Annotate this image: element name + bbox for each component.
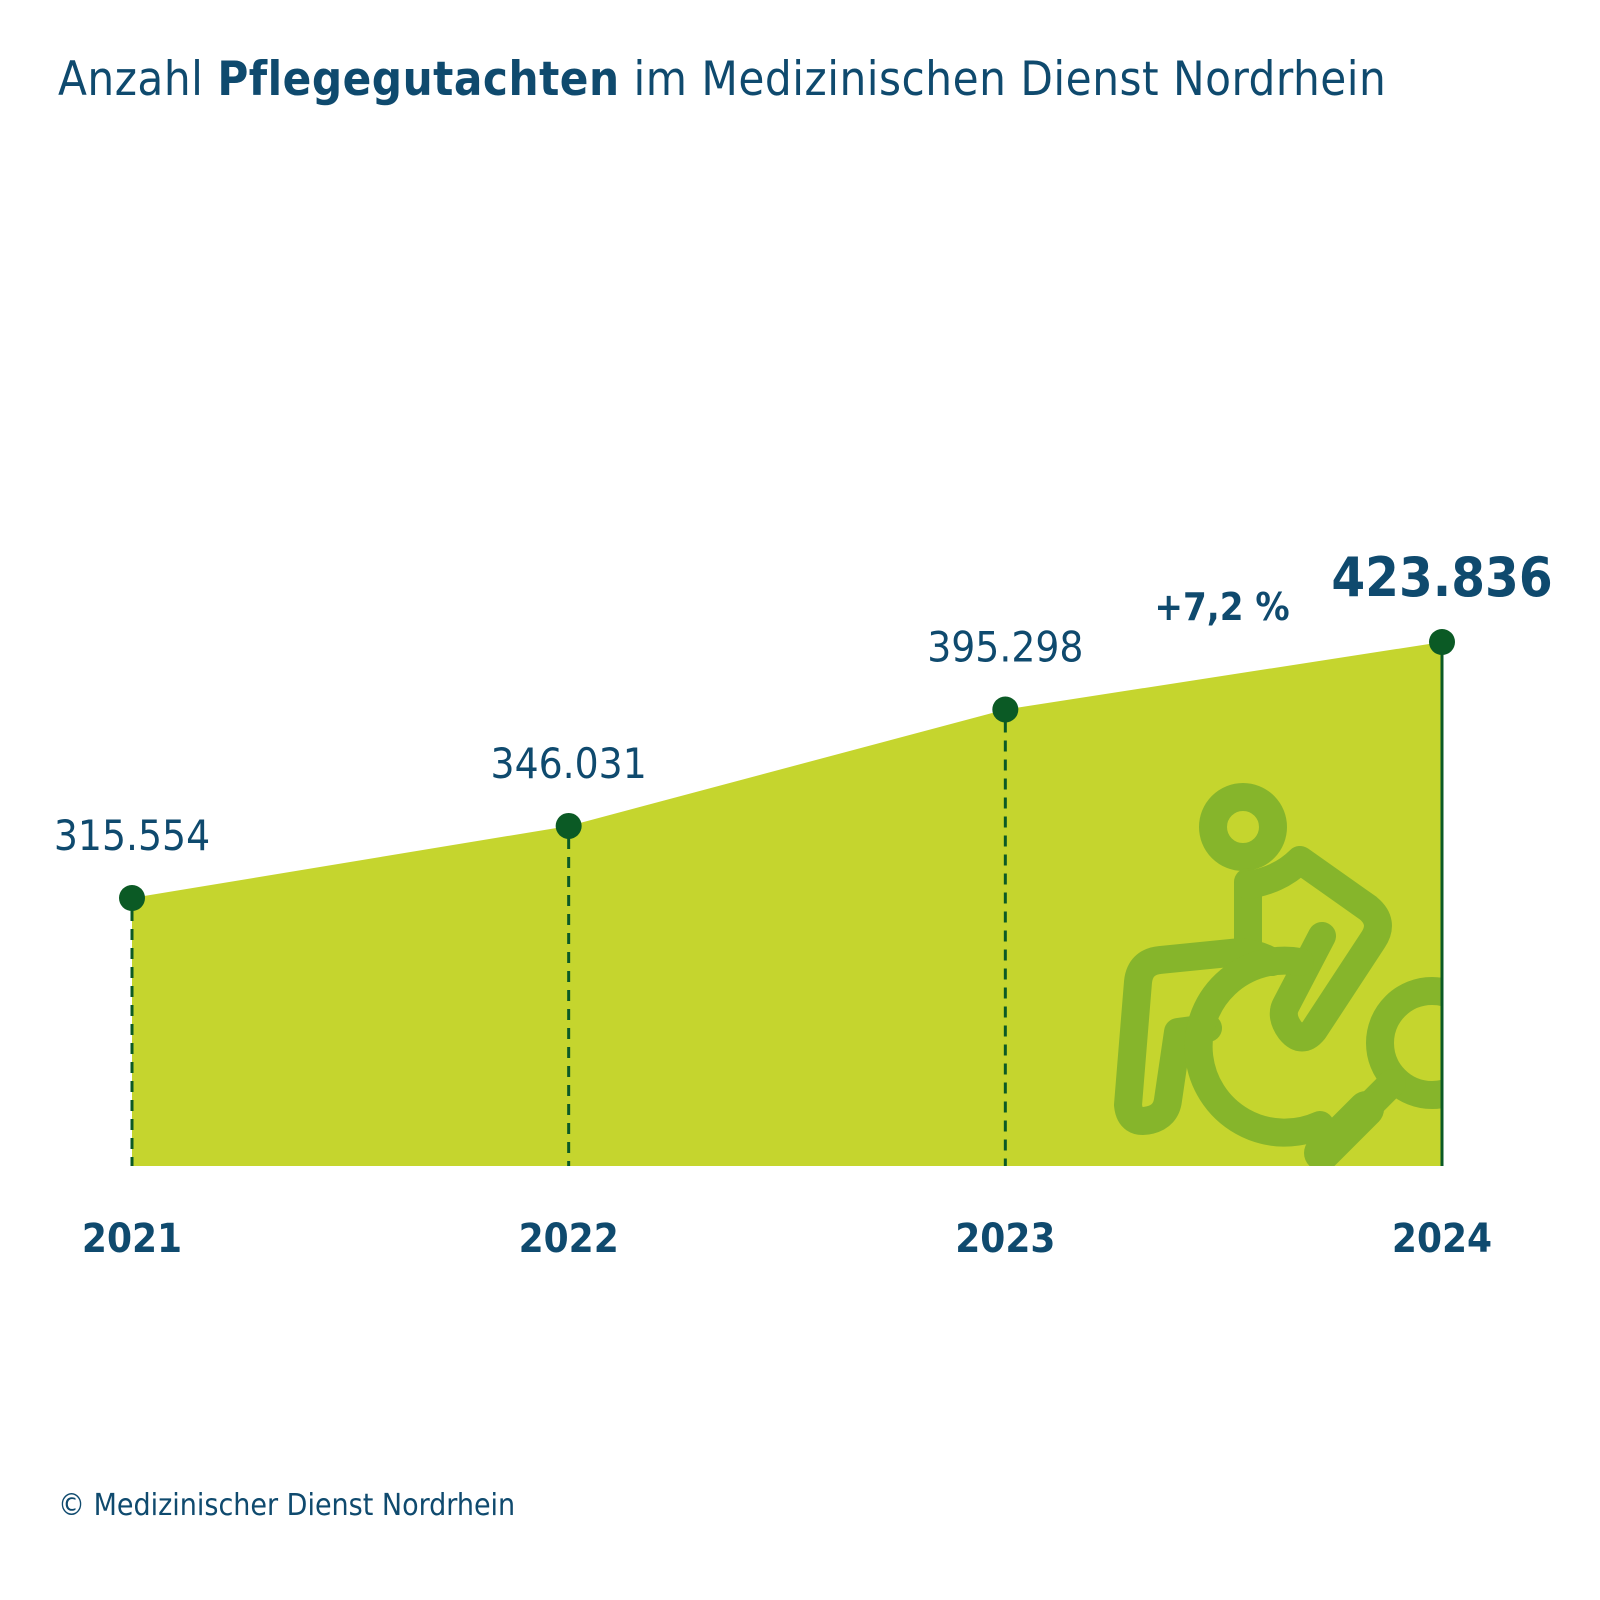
- x-label-2024: 2024: [1392, 1216, 1492, 1262]
- drop-lines: [130, 654, 1444, 1166]
- x-label-2023: 2023: [955, 1216, 1055, 1262]
- title-bold: Pflegegutachten: [217, 52, 620, 107]
- value-label-2024: 423.836: [1331, 546, 1552, 609]
- data-markers: [119, 629, 1455, 911]
- value-label-2023: 395.298: [927, 622, 1083, 671]
- chart-title: Anzahl Pflegegutachten im Medizinischen …: [58, 52, 1386, 107]
- marker-2021: [119, 885, 145, 911]
- title-suffix: im Medizinischen Dienst Nordrhein: [619, 52, 1387, 107]
- value-labels: 315.554 346.031 395.298 423.836: [54, 546, 1553, 860]
- area-fill: [132, 642, 1442, 1166]
- marker-2022: [555, 812, 582, 839]
- x-axis-labels: 2021 2022 2023 2024: [82, 1216, 1492, 1262]
- x-label-2022: 2022: [519, 1216, 619, 1262]
- title-prefix: Anzahl: [58, 52, 218, 107]
- value-label-2022: 346.031: [491, 739, 647, 788]
- marker-2023: [992, 696, 1019, 723]
- x-label-2021: 2021: [82, 1216, 182, 1262]
- marker-2024: [1429, 629, 1455, 655]
- wheelchair-magnifier-icon: [1114, 783, 1442, 1166]
- growth-annotation: +7,2 %: [1154, 585, 1289, 629]
- copyright-footer: © Medizinischer Dienst Nordrhein: [58, 1488, 516, 1523]
- value-label-2021: 315.554: [54, 811, 210, 860]
